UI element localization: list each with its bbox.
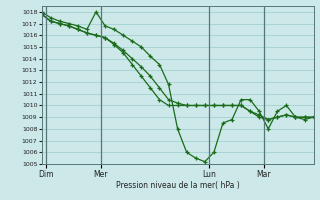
X-axis label: Pression niveau de la mer( hPa ): Pression niveau de la mer( hPa ) xyxy=(116,181,239,190)
